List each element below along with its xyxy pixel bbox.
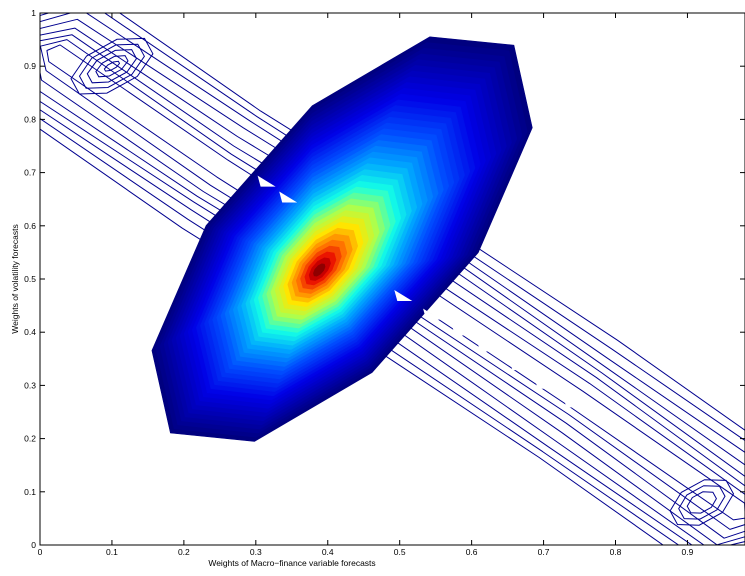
upper-left-island-contour <box>87 50 136 83</box>
y-tick-label: 0.2 <box>24 434 36 444</box>
x-tick-label: 0.8 <box>610 547 622 557</box>
x-tick-label: 0.3 <box>250 547 262 557</box>
y-tick-label: 0.9 <box>24 61 36 71</box>
y-tick-label: 0.7 <box>24 168 36 178</box>
contour-gap <box>535 378 553 389</box>
contour-gap <box>477 341 495 352</box>
contour-gap <box>509 359 527 370</box>
y-tick-label: 0.3 <box>24 380 36 390</box>
x-tick-label: 0 <box>38 547 43 557</box>
contour-gap <box>452 325 470 336</box>
y-tick-label: 1 <box>31 8 36 18</box>
x-tick-label: 0.7 <box>538 547 550 557</box>
y-tick-label: 0.8 <box>24 114 36 124</box>
x-tick-label: 0.6 <box>466 547 478 557</box>
x-tick-label: 0.5 <box>394 547 406 557</box>
y-axis-label: Weights of volatility forecasts <box>10 224 20 333</box>
lower-right-island-contour <box>679 486 725 519</box>
x-tick-label: 0.1 <box>106 547 118 557</box>
x-tick-label: 0.2 <box>178 547 190 557</box>
y-tick-label: 0.4 <box>24 327 36 337</box>
y-tick-label: 0.6 <box>24 221 36 231</box>
upper-left-island-contour <box>104 61 119 71</box>
filled-contours <box>152 37 532 442</box>
x-tick-label: 0.9 <box>682 547 694 557</box>
x-tick-label: 0.4 <box>322 547 334 557</box>
contour-gap <box>563 396 581 407</box>
upper-left-island-contour <box>80 44 145 88</box>
x-axis-label: Weights of Macro−finance variable foreca… <box>208 558 375 568</box>
y-tick-label: 0.1 <box>24 487 36 497</box>
y-tick-label: 0 <box>31 540 36 550</box>
y-tick-label: 0.5 <box>24 274 36 284</box>
